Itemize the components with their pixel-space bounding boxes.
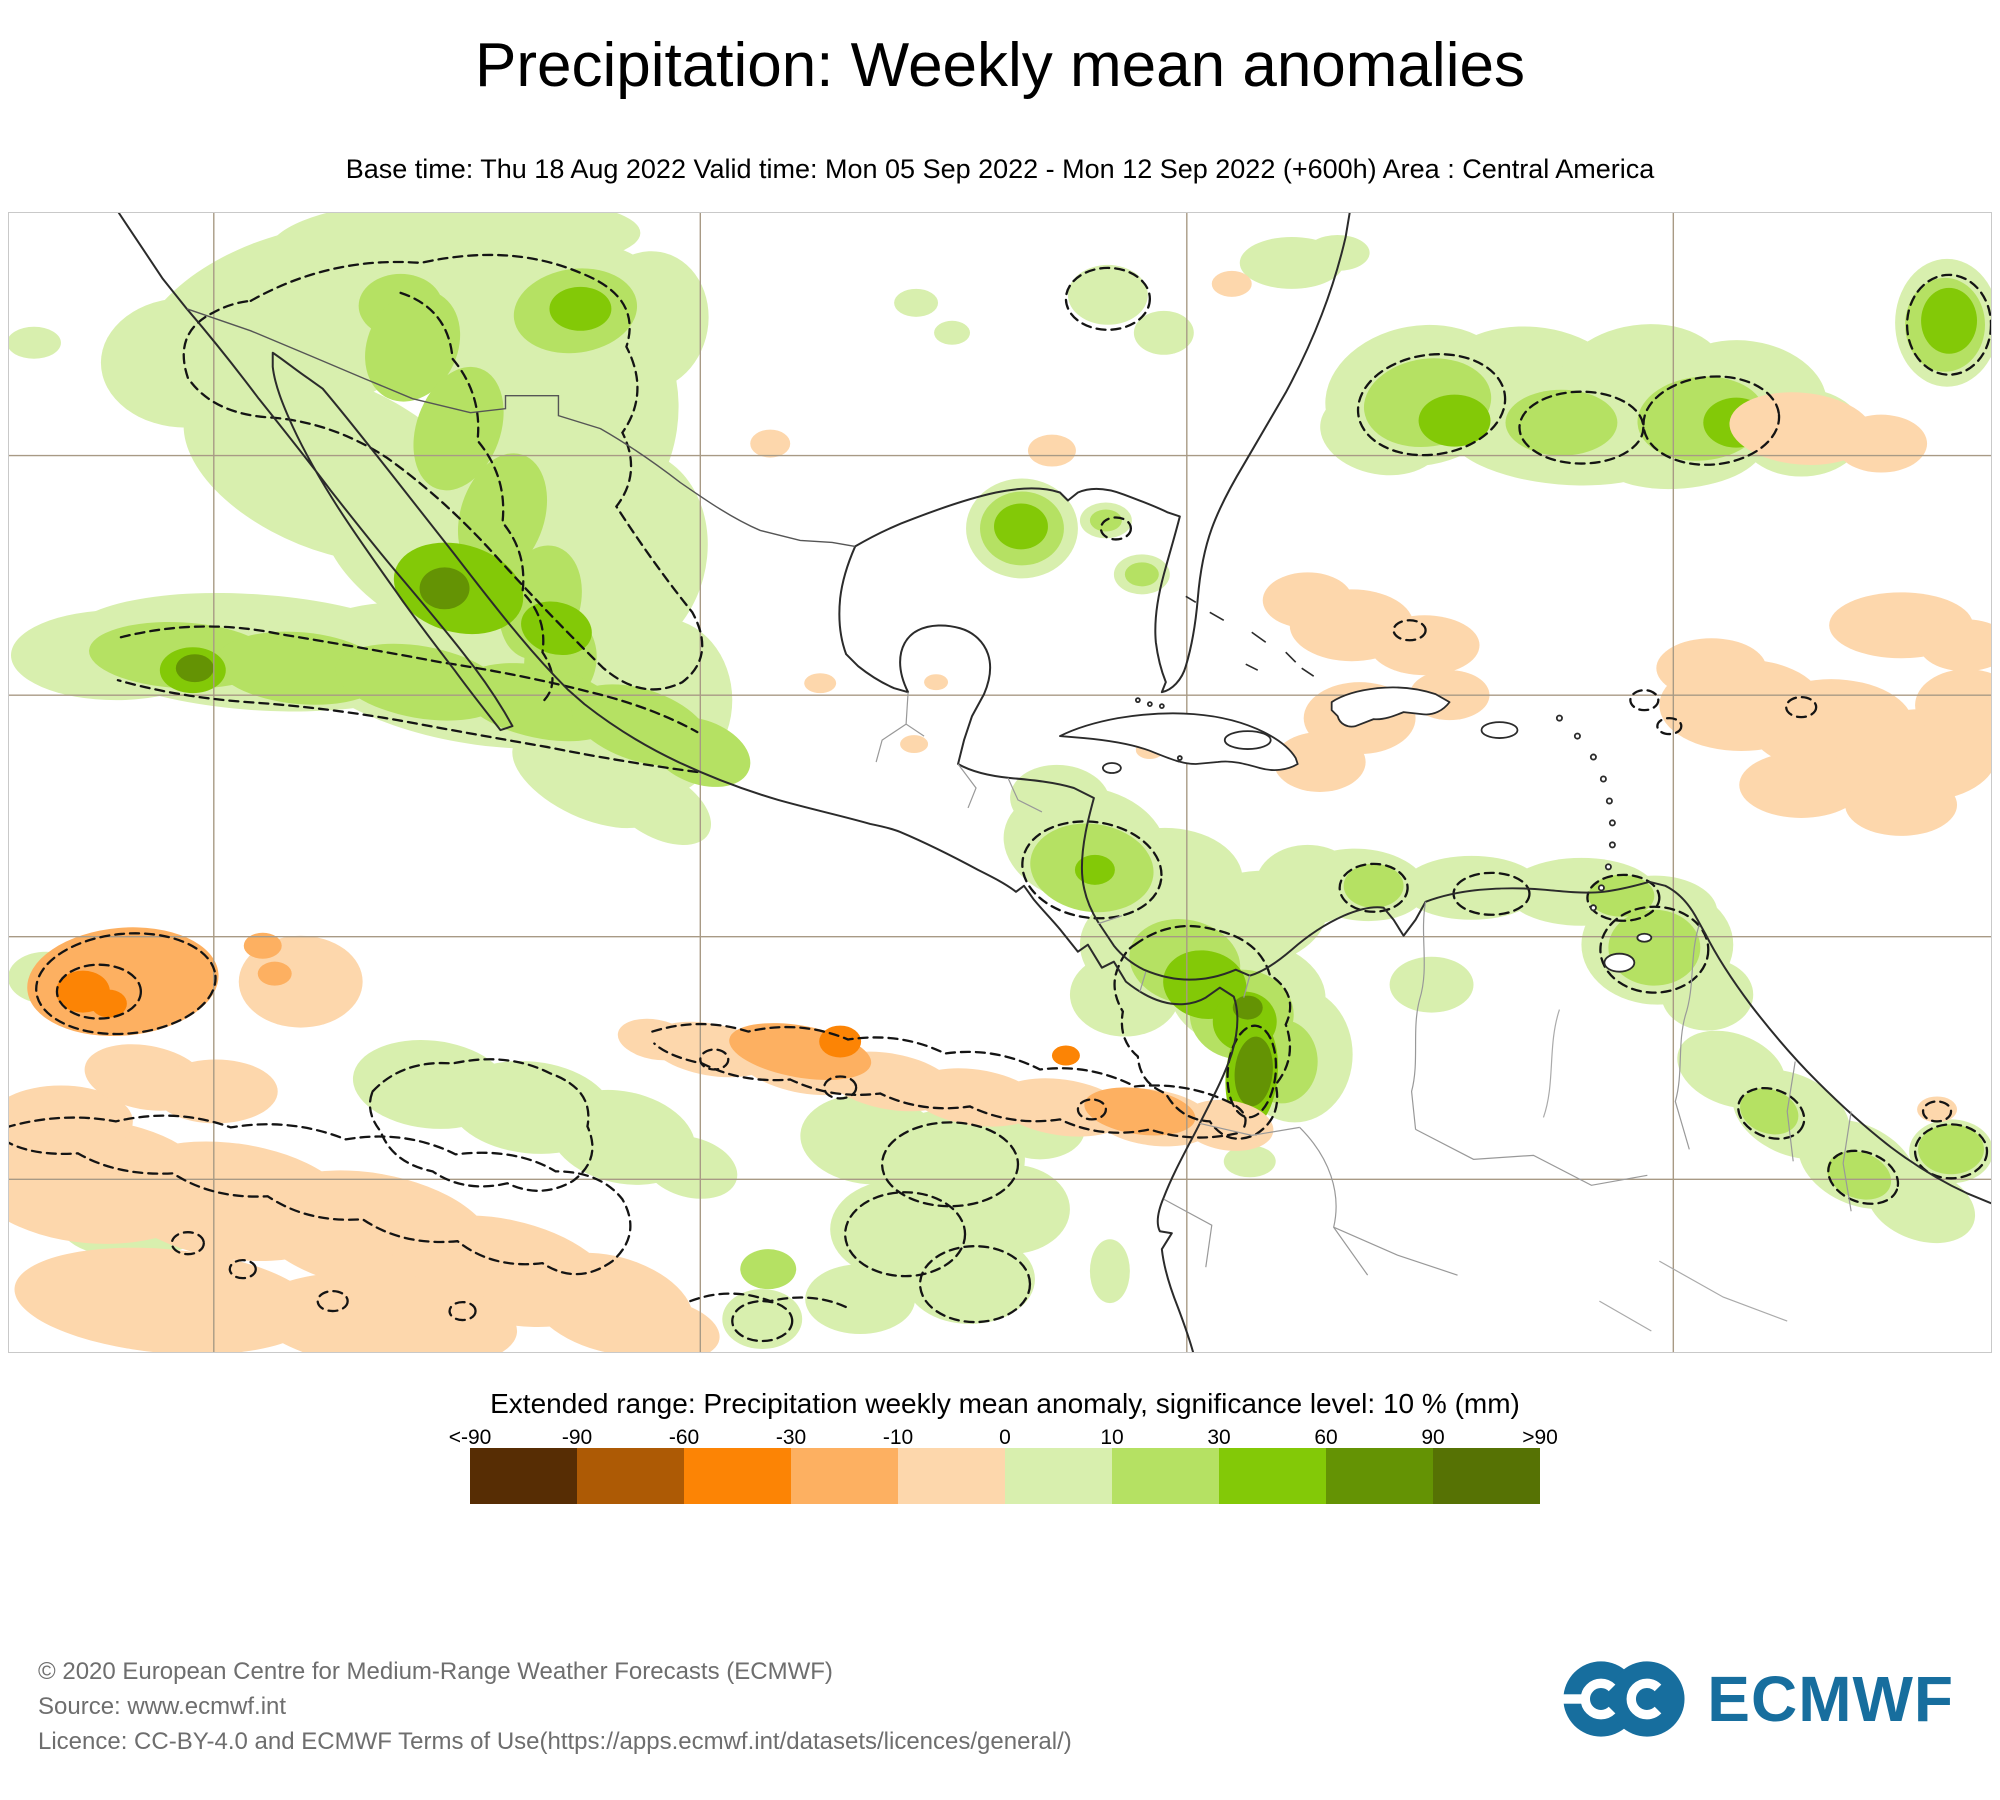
jamaica bbox=[1223, 730, 1272, 750]
legend-color-cell bbox=[1326, 1448, 1433, 1504]
significance-contours bbox=[9, 253, 1991, 1343]
anomaly-fills-orange bbox=[55, 970, 1080, 1066]
coast-gulf-florida bbox=[854, 213, 1351, 694]
legend-tick-label: <-90 bbox=[448, 1426, 492, 1449]
legend-color-cell bbox=[1219, 1448, 1326, 1504]
legend-tick-label: -90 bbox=[561, 1426, 593, 1449]
licence-line: Licence: CC-BY-4.0 and ECMWF Terms of Us… bbox=[38, 1728, 1072, 1755]
legend-tick-label: 60 bbox=[1314, 1426, 1338, 1449]
legend-tick-label: 30 bbox=[1207, 1426, 1231, 1449]
legend-tick-label: 90 bbox=[1421, 1426, 1445, 1449]
anomaly-fills-olive-green bbox=[175, 567, 1273, 1107]
legend-color-cell bbox=[577, 1448, 684, 1504]
ecmwf-logo-text: ECMWF bbox=[1707, 1663, 1954, 1735]
islands bbox=[1059, 686, 1653, 973]
bahamas bbox=[1185, 595, 1315, 677]
cuba bbox=[1059, 712, 1299, 771]
tobago bbox=[1636, 932, 1653, 943]
ecmwf-logo-mark bbox=[1557, 1661, 1685, 1737]
copyright-line: © 2020 European Centre for Medium-Range … bbox=[38, 1658, 833, 1685]
legend-title: Extended range: Precipitation weekly mea… bbox=[490, 1388, 1520, 1419]
legend-ticks: <-90 -90 -60 -30 -10 0 10 30 60 90 >90 bbox=[449, 1426, 1558, 1452]
trinidad bbox=[1603, 952, 1636, 973]
legend-color-cell bbox=[791, 1448, 898, 1504]
isla-juventud bbox=[1101, 762, 1122, 774]
legend-color-cell bbox=[684, 1448, 791, 1504]
source-line: Source: www.ecmwf.int bbox=[38, 1693, 287, 1720]
legend-color-cell bbox=[1433, 1448, 1540, 1504]
legend-colorbar bbox=[470, 1448, 1540, 1504]
legend-tick-label: >90 bbox=[1522, 1426, 1558, 1449]
coastlines bbox=[117, 213, 1991, 1352]
legend-tick-label: -60 bbox=[668, 1426, 700, 1449]
coast-caribbean-southamerica bbox=[838, 545, 1991, 1205]
footer-attribution: © 2020 European Centre for Medium-Range … bbox=[38, 1654, 1072, 1759]
cayman bbox=[1176, 755, 1183, 761]
legend-tick-label: -30 bbox=[775, 1426, 807, 1449]
legend-color-cell bbox=[470, 1448, 577, 1504]
coast-pacific bbox=[117, 213, 1239, 1352]
country-borders bbox=[875, 692, 1852, 1332]
legend-tick-label: 0 bbox=[999, 1426, 1011, 1449]
ecmwf-logo: ECMWF bbox=[1555, 1652, 1954, 1746]
legend-color-cell bbox=[898, 1448, 1005, 1504]
chart-subtitle: Base time: Thu 18 Aug 2022 Valid time: M… bbox=[345, 154, 1655, 184]
puerto-rico bbox=[1480, 721, 1519, 739]
anomaly-map-svg bbox=[9, 213, 1991, 1352]
legend-color-cell bbox=[1005, 1448, 1112, 1504]
legend-tick-label: 10 bbox=[1100, 1426, 1124, 1449]
us-mexico-border bbox=[186, 308, 856, 548]
legend-color-cell bbox=[1112, 1448, 1219, 1504]
page-title: Precipitation: Weekly mean anomalies bbox=[475, 31, 1525, 100]
legend-tick-label: -10 bbox=[882, 1426, 914, 1449]
hispaniola bbox=[1330, 686, 1451, 728]
map-frame bbox=[8, 212, 1992, 1353]
